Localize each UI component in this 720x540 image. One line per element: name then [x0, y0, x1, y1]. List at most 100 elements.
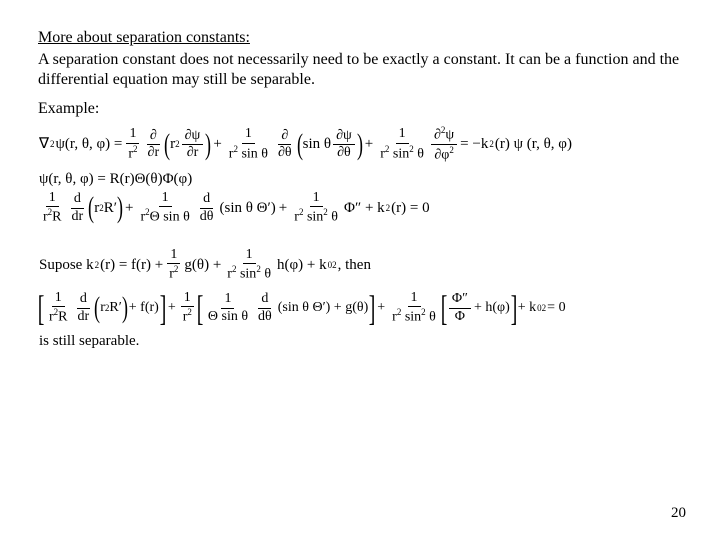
sin: sin: [389, 147, 409, 162]
theta: θ: [414, 147, 424, 162]
frac-1-over-r2sin2theta: 1 r2 sin2 θ: [224, 248, 274, 283]
plus: +: [375, 301, 387, 315]
den: r2R: [46, 307, 71, 325]
frac-dpsi-dtheta: ∂ψ ∂θ: [333, 129, 355, 161]
plus: +: [363, 137, 375, 152]
den: r2 sin2 θ: [291, 207, 341, 225]
intro-paragraph: A separation constant does not necessari…: [38, 50, 682, 90]
sin: sin: [236, 267, 256, 282]
den: r2 sin θ: [226, 144, 271, 162]
num: 1: [126, 127, 139, 144]
gtheta-plus: g(θ) +: [183, 258, 222, 273]
rparen: ): [117, 196, 123, 220]
dphi: ∂φ: [434, 148, 449, 163]
rbracket: ]: [369, 292, 376, 324]
sintheta-Thetaprime-plus-gtheta: (sin θ Θ′) + g(θ): [277, 301, 369, 315]
den: r2 sin2 θ: [224, 264, 274, 282]
still-separable: is still separable.: [38, 334, 140, 349]
paren-sintheta-Thetaprime: (sin θ Θ′): [219, 201, 277, 216]
plus: +: [277, 201, 289, 216]
den: r2Θ sin θ: [137, 207, 192, 225]
num: ∂2ψ: [431, 126, 457, 145]
den: r2R: [40, 207, 65, 225]
num: d: [77, 292, 90, 309]
sup: 2: [187, 307, 192, 317]
den: r2: [166, 264, 181, 282]
bracket-angular-theta: [ 1 Θ sin θ d dθ (sin θ Θ′) + g(θ) ]: [197, 292, 375, 324]
num: d: [200, 192, 213, 209]
eq-0: = 0: [546, 301, 566, 315]
frac-d-dtheta: d dθ: [197, 192, 217, 224]
num: d: [71, 192, 84, 209]
frac-1-over-r2R: 1 r2R: [40, 191, 65, 226]
sintheta: sin θ: [303, 137, 331, 152]
frac-d-dtheta: d dθ: [255, 292, 275, 324]
R: R: [52, 210, 61, 225]
frac-d-dtheta: ∂ ∂θ: [275, 129, 295, 161]
bracket-angular-phi: [ Φ″ Φ + h(φ) ]: [441, 292, 517, 324]
lbracket: [: [197, 292, 204, 324]
frac-1-over-r2: 1 r2: [125, 127, 140, 162]
rhs-psi: (r) ψ (r, θ, φ): [494, 137, 573, 152]
separation-ansatz: ψ(r, θ, φ) = R(r)Θ(θ)Φ(φ): [38, 172, 193, 187]
theta: θ: [426, 310, 436, 325]
sin: sin: [401, 310, 421, 325]
heading: More about separation constants:: [38, 28, 682, 48]
den: dr: [69, 209, 87, 225]
then: , then: [337, 258, 372, 273]
frac-1-over-r2Thetasintheta: 1 r2Θ sin θ: [137, 191, 192, 226]
lbracket: [: [38, 292, 45, 324]
sup: 2: [449, 145, 454, 155]
den: ∂θ: [275, 145, 295, 161]
frac-1-over-r2R: 1 r2R: [46, 291, 71, 326]
equation-1: ∇2 ψ(r, θ, φ) = 1 r2 ∂ ∂r ( r2 ∂ψ ∂r ) +…: [38, 126, 682, 164]
paren-r2-dpsi-dr: ( r2 ∂ψ ∂r ): [164, 129, 211, 161]
rparen: ): [122, 296, 128, 320]
sin: sin: [303, 210, 323, 225]
den: Θ sin θ: [205, 309, 251, 325]
num: 1: [243, 248, 256, 265]
frac-d-dr: ∂ ∂r: [145, 129, 163, 161]
num: 1: [181, 291, 194, 308]
equation-6: is still separable.: [38, 334, 682, 349]
sup: 2: [174, 264, 179, 274]
equation-5: [ 1 r2R d dr ( r2R′ ) + f(r) ] + 1 r2 [: [38, 291, 682, 326]
example-label: Example:: [38, 100, 682, 118]
rparen: ): [357, 133, 363, 157]
den: ∂r: [184, 145, 202, 161]
psi-args: ψ(r, θ, φ) =: [55, 137, 124, 152]
suppose-k: Supose k: [38, 258, 95, 273]
theta: θ: [328, 210, 338, 225]
rparen: ): [205, 133, 211, 157]
num: 1: [242, 127, 255, 144]
plus-hphi: + h(φ): [473, 301, 511, 315]
num: 1: [221, 292, 234, 309]
den: r2 sin2 θ: [389, 307, 439, 325]
num: ∂: [147, 129, 160, 146]
equation-4: Supose k 2 (r) = f(r) + 1 r2 g(θ) + 1 r2 s…: [38, 248, 682, 283]
sintheta: sin θ: [238, 147, 268, 162]
num: 1: [408, 291, 421, 308]
num: Φ″: [449, 292, 471, 309]
page-number: 20: [671, 505, 686, 522]
frac-dpsi-dr: ∂ψ ∂r: [182, 129, 204, 161]
r-eq-fr-plus: (r) = f(r) +: [99, 258, 164, 273]
psi: ψ: [445, 128, 454, 143]
num: d: [258, 292, 271, 309]
den: r2: [180, 307, 195, 325]
rbracket: ]: [160, 292, 167, 324]
den: dθ: [255, 309, 275, 325]
frac-d-dr: d dr: [69, 192, 87, 224]
eq-mk2: = −k: [459, 137, 489, 152]
frac-d2psi-dphi2: ∂2ψ ∂φ2: [431, 126, 457, 164]
paren-sintheta-dpsi-dtheta: ( sin θ ∂ψ ∂θ ): [297, 129, 363, 161]
frac-1-over-Thetasintheta: 1 Θ sin θ: [205, 292, 251, 324]
d: ∂: [434, 128, 441, 143]
hphi-plus-k0: h(φ) + k: [276, 258, 328, 273]
lparen: (: [88, 196, 94, 220]
den: r2 sin2 θ: [377, 144, 427, 162]
num: 1: [396, 127, 409, 144]
num: 1: [310, 191, 323, 208]
frac-1-over-r2sintheta: 1 r2 sin θ: [226, 127, 271, 162]
equation-3: 1 r2R d dr ( r2R′ ) + 1 r2Θ sin θ d dθ (…: [38, 191, 682, 226]
